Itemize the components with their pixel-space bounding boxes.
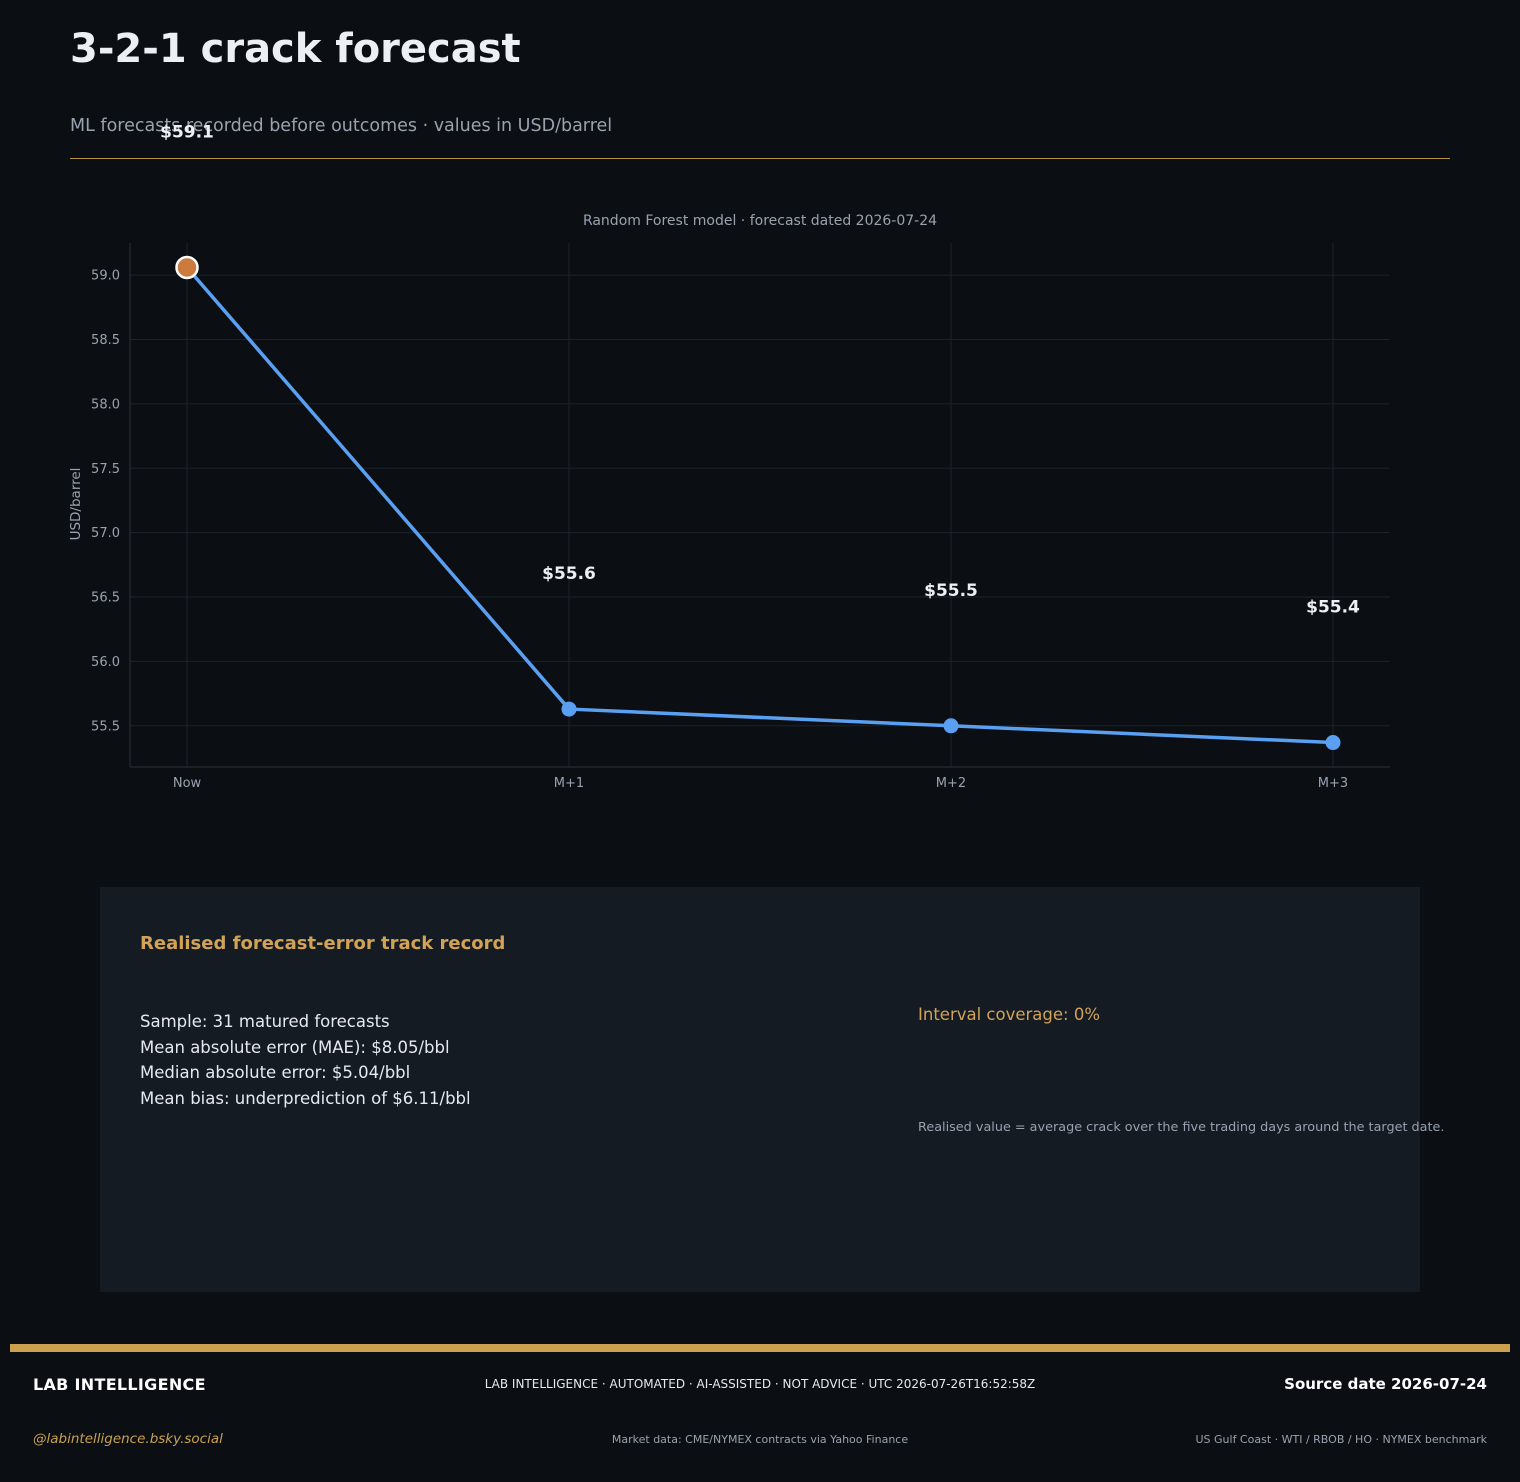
forecast-point [1325,735,1341,751]
page-title: 3-2-1 crack forecast [70,26,521,72]
data-label: $55.4 [1306,598,1360,618]
y-tick-label: 57.5 [91,462,120,477]
track-record-stats: Sample: 31 matured forecasts Mean absolu… [140,1009,471,1111]
header-divider [70,158,1450,159]
chart-title: Random Forest model · forecast dated 202… [583,213,937,229]
y-tick-label: 59.0 [91,269,120,284]
y-tick-label: 56.5 [91,591,120,606]
data-label: $55.6 [542,564,596,584]
data-label: $55.5 [924,581,978,601]
y-tick-label: 58.0 [91,397,120,412]
footer-benchmark: US Gulf Coast · WTI / RBOB / HO · NYMEX … [1195,1433,1487,1446]
forecast-chart: Random Forest model · forecast dated 202… [68,122,1390,791]
footer-brand: LAB INTELLIGENCE [33,1375,206,1394]
footer-source-date: Source date 2026-07-24 [1284,1375,1487,1393]
chart-ticks: 55.5 56.0 56.5 57.0 57.5 58.0 58.5 59.0 Now M+1 M+… [91,269,1348,791]
track-record-title: Realised forecast-error track record [140,933,506,954]
forecast-point [943,718,959,734]
chart-axes [129,243,1390,768]
footer-social-handle[interactable]: @labintelligence.bsky.social [33,1431,223,1447]
chart-series [175,255,1341,751]
x-tick-label: M+1 [554,776,584,791]
footer-market-data: Market data: CME/NYMEX contracts via Yah… [611,1433,909,1446]
track-record-panel: Realised forecast-error track record Sam… [100,887,1444,1292]
y-tick-label: 55.5 [91,719,120,734]
forecast-point [561,701,577,717]
data-label: $59.1 [160,122,214,142]
x-tick-label: Now [173,776,202,791]
y-tick-label: 57.0 [91,526,120,541]
x-tick-label: M+2 [936,776,966,791]
realised-value-note: Realised value = average crack over the … [918,1120,1445,1135]
current-value-point [175,255,199,280]
footer-disclaimer: LAB INTELLIGENCE · AUTOMATED · AI-ASSIST… [484,1377,1036,1391]
stat-bias: Mean bias: underprediction of $6.11/bbl [140,1088,471,1108]
footer-accent-bar [10,1344,1510,1352]
stat-sample: Sample: 31 matured forecasts [140,1012,390,1031]
stat-mae: Mean absolute error (MAE): $8.05/bbl [140,1037,450,1057]
y-tick-label: 56.0 [91,655,120,670]
chart-grid [130,243,1390,767]
chart-data-labels: $59.1 $55.6 $55.5 $55.4 [160,122,1360,617]
y-axis-label: USD/barrel [68,468,84,541]
stat-median-error: Median absolute error: $5.04/bbl [140,1063,411,1082]
y-tick-label: 58.5 [91,333,120,348]
page-subtitle: ML forecasts recorded before outcomes · … [70,116,613,136]
forecast-line [185,265,1335,745]
x-tick-label: M+3 [1318,776,1348,791]
interval-coverage: Interval coverage: 0% [918,1005,1101,1024]
